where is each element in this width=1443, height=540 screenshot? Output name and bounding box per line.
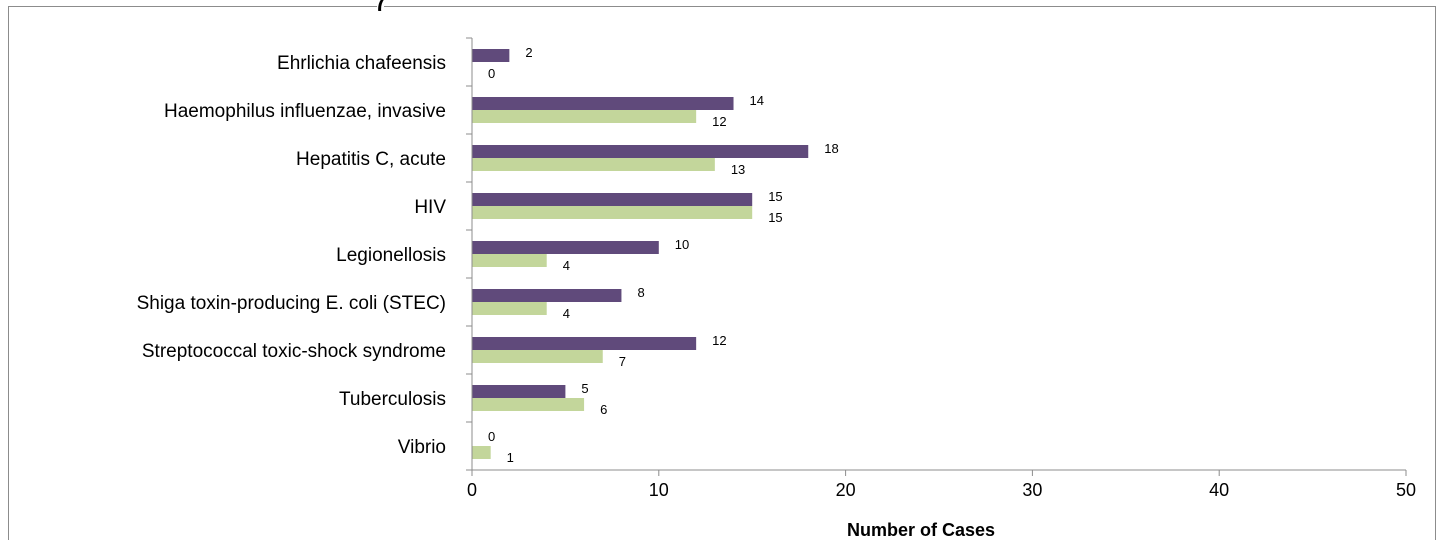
data-label: 15 <box>768 189 782 204</box>
category-label: Legionellosis <box>336 245 446 266</box>
category-label: Haemophilus influenzae, invasive <box>164 101 446 122</box>
category-label: Shiga toxin-producing E. coli (STEC) <box>137 293 446 314</box>
bar-series-2 <box>472 302 547 315</box>
bars-layer <box>472 49 809 459</box>
data-label: 8 <box>637 285 644 300</box>
category-label: Ehrlichia chafeensis <box>277 53 446 74</box>
x-axis-title: Number of Cases <box>847 520 995 540</box>
category-label: Vibrio <box>398 437 446 458</box>
data-label: 13 <box>731 162 745 177</box>
category-label: Tuberculosis <box>339 389 446 410</box>
bar-series-1 <box>472 97 734 110</box>
x-tick-label: 30 <box>1022 480 1042 500</box>
data-label: 4 <box>563 258 570 273</box>
data-label: 4 <box>563 306 570 321</box>
data-label: 6 <box>600 402 607 417</box>
category-label: HIV <box>414 197 446 218</box>
bar-series-1 <box>472 241 659 254</box>
category-label: Hepatitis C, acute <box>296 149 446 170</box>
bar-series-2 <box>472 110 697 123</box>
data-label: 18 <box>824 141 838 156</box>
x-tick-label: 40 <box>1209 480 1229 500</box>
bar-series-1 <box>472 289 622 302</box>
category-label: Streptococcal toxic-shock syndrome <box>142 341 446 362</box>
bar-series-2 <box>472 398 585 411</box>
axes-layer: 0 10 20 30 40 50 <box>466 37 1416 500</box>
data-label: 12 <box>712 333 726 348</box>
data-label: 10 <box>675 237 689 252</box>
bar-series-1 <box>472 193 753 206</box>
bar-series-2 <box>472 206 753 219</box>
data-label: 0 <box>488 429 495 444</box>
category-labels-layer: Ehrlichia chafeensis Haemophilus influenz… <box>137 53 447 458</box>
bar-series-1 <box>472 49 510 62</box>
x-tick-label: 20 <box>836 480 856 500</box>
data-label: 0 <box>488 66 495 81</box>
data-label: 2 <box>525 45 532 60</box>
bar-series-1 <box>472 385 566 398</box>
chart-title-fragment: ( <box>377 0 385 11</box>
data-label: 14 <box>750 93 764 108</box>
data-label: 7 <box>619 354 626 369</box>
chart-frame: ( <box>8 0 1436 540</box>
data-label: 12 <box>712 114 726 129</box>
bar-series-2 <box>472 254 547 267</box>
x-tick-label: 10 <box>649 480 669 500</box>
x-tick-label: 50 <box>1396 480 1416 500</box>
bar-series-2 <box>472 446 491 459</box>
data-label: 5 <box>581 381 588 396</box>
bar-series-1 <box>472 145 809 158</box>
data-label: 1 <box>507 450 514 465</box>
bar-series-2 <box>472 158 715 171</box>
bar-series-2 <box>472 350 603 363</box>
bar-series-1 <box>472 337 697 350</box>
data-label: 15 <box>768 210 782 225</box>
x-tick-label: 0 <box>467 480 477 500</box>
